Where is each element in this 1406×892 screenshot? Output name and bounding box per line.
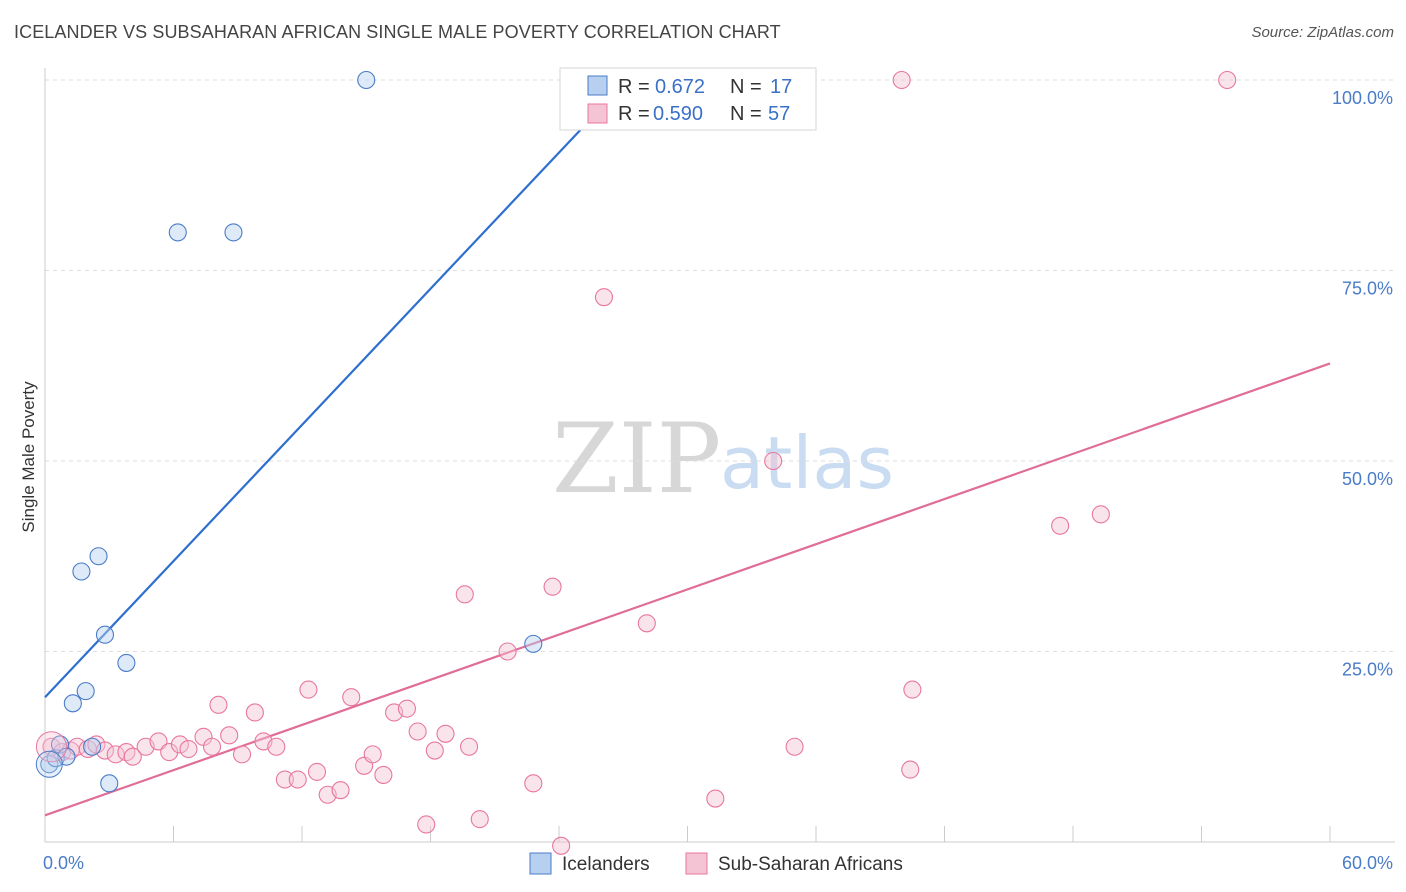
point-subsaharan-12: [160, 743, 179, 762]
y-tick-label-25: 25.0%: [1342, 660, 1393, 680]
point-icelanders-5: [76, 682, 95, 701]
point-subsaharan-8: [117, 743, 136, 762]
point-subsaharan-42: [498, 642, 517, 661]
point-subsaharan-28: [331, 781, 350, 800]
point-icelanders-13: [224, 223, 243, 242]
point-subsaharan-17: [209, 695, 228, 714]
point-subsaharan-50: [785, 737, 804, 756]
tick-labels: 25.0% 50.0% 75.0% 100.0% 0.0% 60.0%: [43, 88, 1393, 873]
point-subsaharan-40: [455, 585, 474, 604]
point-subsaharan-47: [637, 614, 656, 633]
point-icelanders-7: [83, 737, 102, 756]
source-label: Source: ZipAtlas.com: [1251, 24, 1394, 41]
trend-line-icelanders: [44, 79, 629, 698]
point-subsaharan-49: [706, 789, 725, 808]
point-subsaharan-13: [170, 735, 189, 754]
y-tick-label-75: 75.0%: [1342, 279, 1393, 299]
y-tick-label-50: 50.0%: [1342, 469, 1393, 489]
point-icelanders-10: [100, 774, 119, 793]
point-subsaharan-51: [764, 451, 783, 471]
legend-n-value-subsaharan: 57: [768, 103, 790, 125]
point-subsaharan-41: [470, 810, 489, 829]
point-subsaharan-46: [594, 288, 614, 307]
axes: [44, 68, 1395, 843]
point-icelanders-8: [89, 547, 108, 566]
point-subsaharan-29: [342, 688, 361, 707]
legend-n-value-icelanders: 17: [770, 76, 792, 98]
watermark-atlas: atlas: [720, 421, 894, 505]
point-icelanders-14: [357, 70, 376, 90]
point-subsaharan-35: [408, 722, 427, 741]
point-subsaharan-56: [1091, 505, 1110, 524]
legend-n-label-subsaharan: N =: [730, 103, 762, 125]
point-subsaharan-11: [149, 732, 168, 751]
legend-n-label-icelanders: N =: [730, 76, 762, 98]
point-subsaharan-54: [901, 760, 920, 779]
point-subsaharan-20: [245, 703, 264, 722]
watermark-zip: ZIP: [552, 403, 721, 515]
bottom-legend-swatch-subsaharan: [685, 852, 708, 875]
y-tick-label-100: 100.0%: [1332, 88, 1393, 108]
point-icelanders-11: [117, 653, 136, 672]
point-subsaharan-19: [232, 745, 252, 764]
point-subsaharan-57: [1218, 70, 1237, 90]
point-subsaharan-26: [307, 762, 327, 781]
point-subsaharan-53: [892, 70, 911, 90]
point-cluster-icelanders: [35, 750, 63, 778]
point-subsaharan-32: [374, 765, 393, 784]
bottom-legend-label-icelanders: Icelanders: [562, 854, 650, 875]
point-subsaharan-23: [275, 770, 294, 789]
point-icelanders-4: [63, 694, 82, 713]
x-tick-label-min: 0.0%: [43, 853, 84, 873]
point-subsaharan-43: [524, 774, 543, 793]
bottom-legend-swatch-icelanders: [529, 852, 552, 875]
point-icelanders-6: [72, 562, 91, 581]
point-subsaharan-39: [459, 737, 479, 756]
point-subsaharan-44: [543, 577, 562, 596]
point-subsaharan-36: [417, 815, 436, 834]
chart-title: ICELANDER VS SUBSAHARAN AFRICAN SINGLE M…: [14, 22, 781, 42]
point-subsaharan-16: [203, 737, 222, 756]
y-axis-label: Single Male Poverty: [19, 381, 38, 533]
legend-swatch-subsaharan: [587, 103, 608, 124]
grid-lines: [45, 79, 1395, 652]
trend-lines: [44, 79, 1331, 817]
point-subsaharan-31: [363, 745, 382, 764]
point-icelanders-9: [95, 625, 115, 644]
point-subsaharan-55: [1051, 516, 1070, 535]
series-legend: Icelanders Sub-Saharan Africans: [529, 852, 903, 875]
trend-line-subsaharan: [44, 362, 1331, 817]
point-subsaharan-38: [436, 724, 455, 743]
point-subsaharan-9: [123, 747, 142, 766]
legend-r-label-subsaharan: R =: [618, 103, 650, 125]
point-subsaharan-37: [425, 741, 444, 760]
x-tick-label-max: 60.0%: [1342, 853, 1393, 873]
point-subsaharan-45: [552, 836, 571, 855]
point-subsaharan-34: [397, 699, 416, 718]
point-subsaharan-18: [220, 726, 239, 745]
point-subsaharan-24: [288, 770, 307, 789]
legend-swatch-icelanders: [587, 75, 608, 96]
legend-r-value-subsaharan: 0.590: [653, 103, 703, 125]
point-icelanders-12: [168, 223, 187, 242]
stats-legend: R = 0.672 N = 17 R = 0.590 N = 57: [559, 67, 817, 131]
legend-r-value-icelanders: 0.672: [655, 76, 705, 98]
point-cluster-subsaharan: [35, 731, 67, 763]
point-subsaharan-14: [179, 739, 198, 759]
bottom-legend-label-subsaharan: Sub-Saharan Africans: [718, 854, 903, 875]
point-subsaharan-25: [299, 680, 318, 699]
point-subsaharan-52: [903, 680, 922, 699]
point-icelanders-15: [524, 634, 543, 653]
legend-r-label-icelanders: R =: [618, 76, 650, 98]
point-subsaharan-22: [267, 737, 286, 756]
